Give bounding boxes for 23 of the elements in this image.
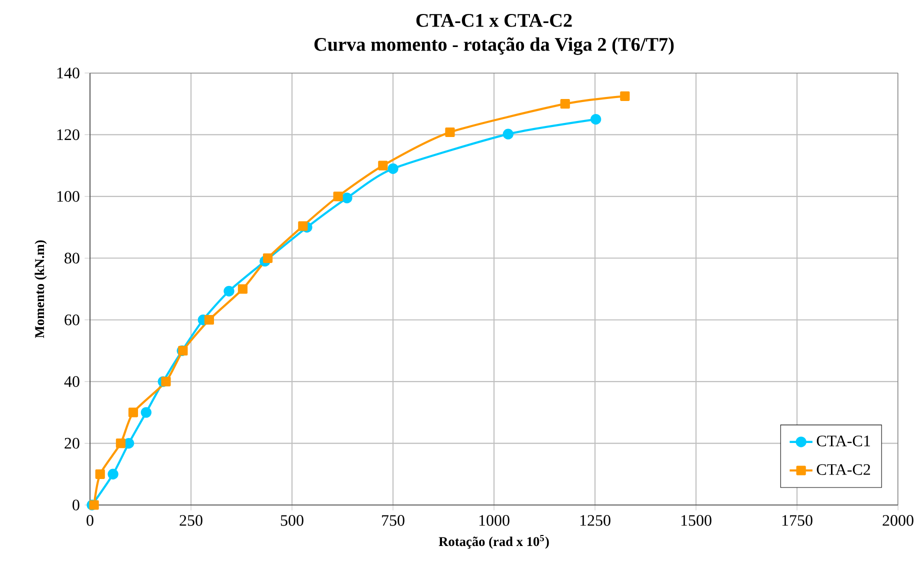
y-tick-label: 80 [64,252,80,264]
x-tick-label: 250 [180,515,202,526]
chart-subtitle: Curva momento - rotação da Viga 2 (T6/T7) [314,37,674,55]
chart-title: CTA-C1 x CTA-C2 [416,14,572,27]
x-tick-label: 1750 [782,515,812,526]
y-tick-label: 140 [57,68,80,78]
x-tick-label: 2000 [882,515,914,526]
y-tick-label: 0 [72,500,80,510]
x-tick-label: 0 [86,515,94,526]
x-axis-title: Rotação (rad x 10$^{5}$) [438,535,549,549]
y-axis-title: Momento (kN.m) [34,240,47,338]
legend-label: CTA-C1 [816,436,870,446]
x-tick-label: 1500 [681,515,712,526]
x-tick-label: 1000 [479,515,510,526]
y-tick-label: 40 [64,376,80,387]
y-tick-label: 60 [64,314,80,326]
x-tick-label: 1250 [580,515,610,526]
y-tick-label: 100 [57,191,80,202]
x-tick-label: 750 [382,515,404,526]
y-tick-label: 120 [57,129,80,140]
legend-label: CTA-C2 [816,464,870,475]
y-tick-label: 20 [64,438,80,449]
x-tick-label: 500 [280,515,304,526]
